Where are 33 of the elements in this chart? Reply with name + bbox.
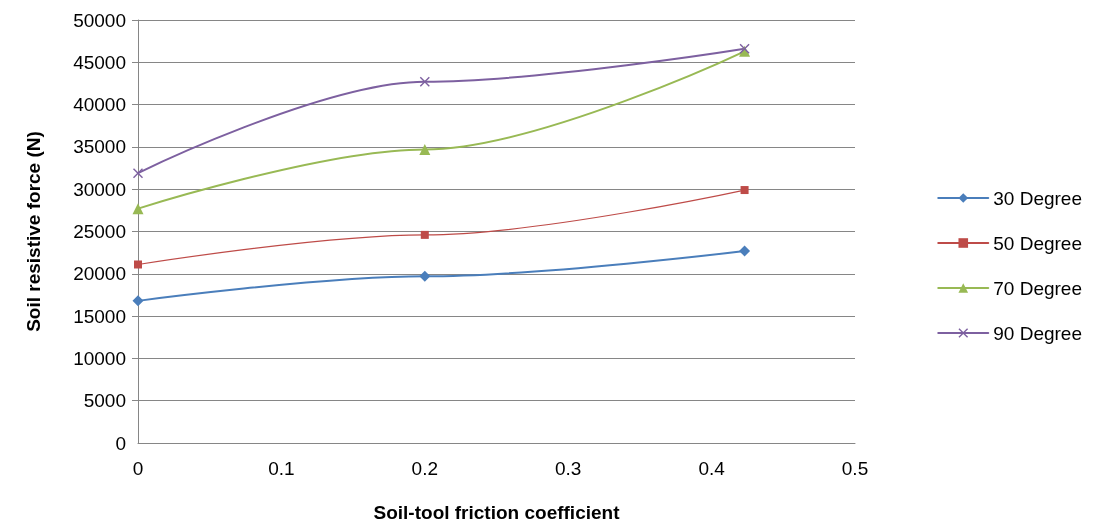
y-tick-label: 25000 (73, 221, 126, 242)
y-tick-label: 0 (115, 432, 126, 454)
y-tick-label: 30000 (73, 178, 126, 200)
point (132, 295, 144, 307)
x-tick-label: 0.1 (268, 458, 295, 479)
y-tick-label: 50000 (73, 9, 126, 31)
y-tick-label: 35000 (73, 136, 126, 158)
y-axis-title: Soil resistive force (N) (23, 131, 44, 332)
y-tick-label: 5000 (83, 390, 126, 412)
x-tick-label: 0 (132, 458, 144, 479)
point (740, 186, 749, 195)
point (419, 143, 431, 155)
point (419, 76, 430, 87)
legend-label: 50 Degree (993, 232, 1083, 254)
x-tick-label: 0.2 (411, 458, 439, 479)
y-tick-label: 40000 (73, 94, 126, 116)
x-axis-title: Soil-tool friction coefficient (373, 502, 621, 523)
point (420, 230, 429, 239)
point (134, 260, 142, 269)
point (739, 245, 751, 257)
point (419, 270, 431, 282)
y-tick-label: 20000 (73, 263, 126, 285)
x-tick-label: 0.5 (841, 458, 869, 479)
x-tick-label: 0.3 (554, 458, 582, 479)
y-tick-label: 15000 (73, 305, 126, 327)
y-tick-label: 10000 (73, 347, 126, 369)
legend-label: 70 Degree (993, 277, 1083, 299)
point (133, 168, 143, 179)
point (132, 203, 144, 215)
y-tick-label: 45000 (73, 51, 126, 73)
x-tick-label: 0.4 (698, 458, 726, 479)
legend-label: 30 Degree (993, 187, 1083, 209)
legend-label: 90 Degree (993, 322, 1083, 344)
